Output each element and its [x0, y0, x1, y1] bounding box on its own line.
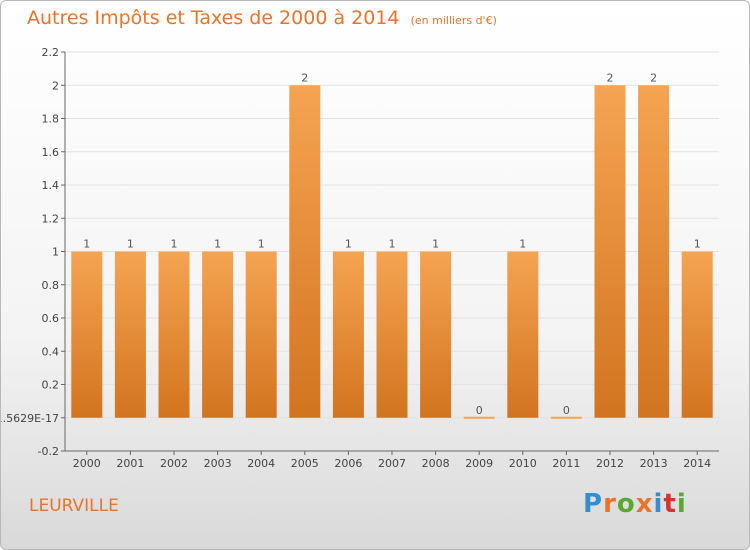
- data-label-2001: 1: [127, 238, 134, 251]
- y-tick-label: 0.4: [42, 345, 60, 358]
- x-tick-label: 2014: [683, 457, 711, 470]
- data-label-2000: 1: [83, 238, 90, 251]
- data-label-2014: 1: [694, 238, 701, 251]
- y-tick-label: 2: [52, 79, 59, 92]
- data-label-2005: 2: [301, 71, 308, 84]
- data-label-2008: 1: [432, 238, 439, 251]
- y-tick-label: -0.2: [38, 445, 59, 458]
- data-label-2002: 1: [171, 238, 178, 251]
- data-labels: 1 1 1 1 1 2 1 1 1 0 1 0 2 2 1: [83, 71, 700, 417]
- data-label-2012: 2: [607, 71, 614, 84]
- x-tick-label: 2011: [552, 457, 580, 470]
- bar-2008: [420, 251, 452, 418]
- logo-letter: t: [663, 489, 677, 519]
- axes: -0.2 -1.5629E-17 0.2 0.4 0.6 0.8 1 1.2 1.4 1.6 1.8…: [1, 46, 719, 470]
- y-tick-label: 2.2: [42, 46, 60, 59]
- x-tick-label: 2004: [247, 457, 275, 470]
- bar-2009: [463, 416, 495, 419]
- commune-name: LEURVILLE: [29, 496, 119, 516]
- x-tick-label: 2008: [422, 457, 450, 470]
- logo-letter: i: [653, 489, 664, 519]
- x-tick-label: 2003: [204, 457, 232, 470]
- x-tick-label: 2001: [116, 457, 144, 470]
- bar-2007: [376, 251, 408, 418]
- data-label-2010: 1: [519, 238, 526, 251]
- y-tick-label: 1.2: [42, 212, 60, 225]
- x-tick-label: 2009: [465, 457, 493, 470]
- logo-letter: P: [583, 489, 604, 519]
- chart-header: Autres Impôts et Taxes de 2000 à 2014 (e…: [27, 7, 497, 29]
- data-label-2013: 2: [650, 71, 657, 84]
- x-tick-label: 2010: [509, 457, 537, 470]
- bar-2011: [550, 416, 582, 419]
- logo-letter: r: [603, 489, 617, 519]
- y-tick-label: 1.8: [42, 113, 60, 126]
- x-tick-label: 2013: [640, 457, 668, 470]
- x-tick-label: 2002: [160, 457, 188, 470]
- y-tick-label: 0.8: [42, 279, 60, 292]
- x-tick-label: 2007: [378, 457, 406, 470]
- logo-letter: x: [635, 489, 654, 519]
- y-tick-label: 1: [52, 246, 59, 259]
- bar-2004: [245, 251, 277, 418]
- chart-title: Autres Impôts et Taxes de 2000 à 2014: [27, 7, 400, 29]
- data-label-2004: 1: [258, 238, 265, 251]
- bar-2001: [114, 251, 146, 418]
- logo-letter: i: [676, 489, 687, 519]
- x-tick-label: 2005: [291, 457, 319, 470]
- x-tick-label: 2012: [596, 457, 624, 470]
- bar-2000: [71, 251, 103, 418]
- bar-2014: [681, 251, 713, 418]
- bar-2010: [507, 251, 539, 418]
- bar-2002: [158, 251, 190, 418]
- logo-letter: o: [616, 489, 636, 519]
- x-tick-label: 2006: [334, 457, 362, 470]
- proxiti-logo: Proxiti: [583, 489, 687, 519]
- bar-2003: [202, 251, 234, 418]
- y-tick-label: 1.6: [42, 146, 60, 159]
- data-label-2003: 1: [214, 238, 221, 251]
- data-label-2006: 1: [345, 238, 352, 251]
- bars: [71, 85, 713, 419]
- bar-2005: [289, 85, 321, 418]
- bar-2012: [594, 85, 626, 418]
- data-label-2011: 0: [563, 404, 570, 417]
- data-label-2007: 1: [389, 238, 396, 251]
- bar-2006: [332, 251, 364, 418]
- bar-2013: [638, 85, 670, 418]
- y-tick-label: 0.2: [42, 379, 60, 392]
- data-label-2009: 0: [476, 404, 483, 417]
- chart-subtitle: (en milliers d'€): [410, 14, 497, 27]
- y-tick-label: -1.5629E-17: [1, 412, 59, 425]
- y-tick-label: 0.6: [42, 312, 60, 325]
- x-tick-label: 2000: [73, 457, 101, 470]
- y-tick-label: 1.4: [42, 179, 60, 192]
